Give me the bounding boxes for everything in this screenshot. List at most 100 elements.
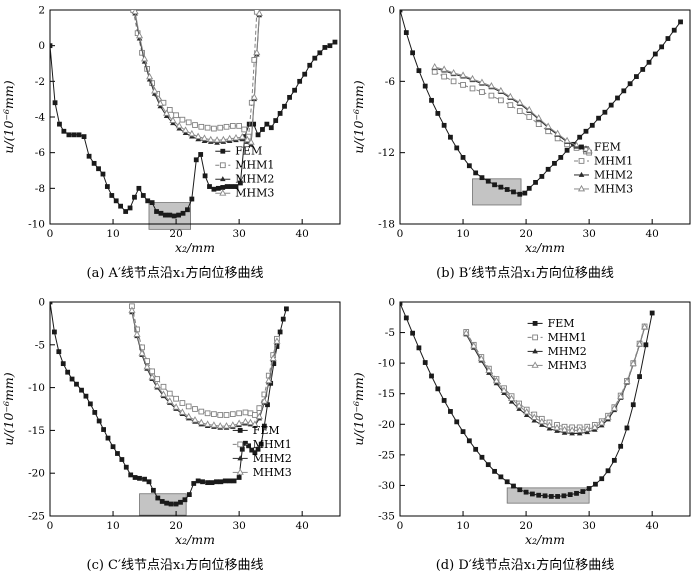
legend-label: MHM2: [548, 345, 587, 358]
legend-label: FEM: [253, 424, 280, 437]
series-MHM3-a: [131, 10, 263, 145]
y-tick-label: -8: [35, 183, 45, 195]
legend-entry-MHM2: MHM2: [232, 452, 292, 465]
x-tick-label: 40: [645, 228, 658, 240]
y-tick-label: -5: [385, 327, 395, 339]
y-tick-label: -10: [28, 219, 45, 231]
x-tick-label: 0: [397, 228, 404, 240]
y-tick-label: -5: [35, 339, 45, 351]
legend-label: FEM: [594, 140, 621, 153]
y-axis-c: 0 -5 -10 -15 -20 -25: [28, 297, 55, 523]
legend-label: MHM2: [253, 452, 292, 465]
legend-entry-MHM1: MHM1: [574, 154, 633, 167]
x-axis-b: 0 10 20 30 40: [397, 219, 659, 240]
legend-entry-MHM3: MHM3: [574, 182, 633, 195]
x-tick-label: 0: [47, 520, 54, 532]
y-tick-label: 0: [38, 40, 45, 52]
legend-entry-MHM3: MHM3: [527, 359, 587, 372]
x-axis-c: 0 10 20 30 40: [47, 511, 309, 532]
legend-label: MHM1: [548, 331, 587, 344]
y-tick-label: -20: [378, 419, 395, 431]
x-tick-label: 10: [106, 228, 119, 240]
plot-frame-b: [399, 9, 691, 225]
caption-d: (d) D′线节点沿x₁方向位移曲线: [435, 558, 615, 573]
x-tick-label: 10: [456, 228, 469, 240]
x-tick-label: 30: [232, 228, 245, 240]
y-tick-label: 0: [388, 5, 395, 17]
series-FEM-d: [400, 302, 655, 499]
x-axis-label-c: x₂/mm: [175, 532, 215, 547]
legend-label: MHM2: [594, 168, 633, 181]
y-axis-label-c: u/(10⁻⁶mm): [1, 372, 16, 445]
legend-label: MHM3: [253, 466, 292, 479]
legend-label: MHM3: [594, 182, 633, 195]
panel-b: 0 10 20 30 40 0 -6 -12 -18 x₂/mm u/(10⁻⁶mm) FEM MHM1…: [350, 4, 700, 296]
x-tick-label: 20: [519, 228, 532, 240]
x-axis-a: 0 10 20 30 40: [47, 219, 309, 240]
y-tick-label: 0: [38, 297, 45, 309]
series-MHM3-d: [462, 323, 649, 433]
legend-entry-FEM: FEM: [232, 424, 280, 437]
legend-entry-MHM1: MHM1: [232, 438, 292, 451]
legend-entry-FEM: FEM: [574, 140, 621, 153]
x-tick-label: 10: [106, 520, 119, 532]
y-tick-label: -18: [378, 219, 395, 231]
legend-label: MHM1: [594, 154, 633, 167]
legend-entry-MHM3: MHM3: [232, 466, 292, 479]
y-tick-label: -30: [378, 480, 395, 492]
x-tick-label: 30: [582, 228, 595, 240]
series-MHM3-c: [128, 306, 281, 429]
legend-entry-MHM2: MHM2: [527, 345, 587, 358]
plot-frame-c: [49, 301, 341, 517]
caption-a: (a) A′线节点沿x₁方向位移曲线: [86, 266, 264, 281]
x-tick-label: 10: [456, 520, 469, 532]
x-tick-label: 40: [295, 228, 308, 240]
x-axis-label-b: x₂/mm: [525, 240, 565, 255]
panel-a: 0 10 20 30 40 2 0 -2 -4 -6 -8 -10 x₂/mm u/(10⁻⁶mm) FEM…: [0, 4, 350, 296]
y-axis-label-a: u/(10⁻⁶mm): [1, 80, 16, 153]
legend-entry-MHM1: MHM1: [215, 159, 274, 172]
panel-c: 0 10 20 30 40 0 -5 -10 -15 -20 -25 x₂/mm u/(10⁻⁶mm) F…: [0, 296, 350, 588]
x-tick-label: 20: [519, 520, 532, 532]
caption-b: (b) B′线节点沿x₁方向位移曲线: [436, 266, 614, 281]
y-axis-b: 0 -6 -12 -18: [378, 5, 405, 231]
y-tick-label: 2: [38, 5, 45, 17]
y-axis-a: 2 0 -2 -4 -6 -8 -10: [28, 5, 55, 231]
x-axis-label-d: x₂/mm: [525, 532, 565, 547]
x-tick-label: 20: [169, 520, 182, 532]
legend-label: MHM1: [235, 159, 274, 172]
plot-frame-a: [49, 9, 341, 225]
y-tick-label: -15: [378, 388, 395, 400]
caption-c: (c) C′线节点沿x₁方向位移曲线: [86, 558, 264, 573]
y-tick-label: -6: [385, 76, 396, 88]
y-tick-label: -25: [378, 449, 395, 461]
legend-label: MHM3: [235, 187, 274, 200]
x-tick-label: 0: [397, 520, 404, 532]
series-MHM1-c: [129, 303, 280, 418]
y-tick-label: -20: [28, 468, 45, 480]
legend-label: FEM: [548, 317, 575, 330]
panel-d: 0 10 20 30 40 0 -5 -10 -15 -20 -25 -30 -35 x₂/mm u/(10…: [350, 296, 700, 588]
series-MHM3-b: [431, 63, 593, 154]
x-tick-label: 20: [169, 228, 182, 240]
y-axis-label-d: u/(10⁻⁶mm): [351, 372, 366, 445]
legend-entry-MHM2: MHM2: [574, 168, 633, 181]
y-tick-label: -4: [35, 112, 46, 124]
legend-label: FEM: [235, 145, 262, 158]
y-tick-label: -10: [28, 382, 45, 394]
y-tick-label: -6: [35, 147, 46, 159]
x-tick-label: 30: [232, 520, 245, 532]
y-tick-label: 0: [388, 297, 395, 309]
x-axis-d: 0 10 20 30 40: [397, 511, 659, 532]
series-FEM-a: [50, 39, 338, 219]
x-tick-label: 40: [295, 520, 308, 532]
x-axis-label-a: x₂/mm: [175, 240, 215, 255]
chart-d: 0 10 20 30 40 0 -5 -10 -15 -20 -25 -30 -35 x₂/mm u/(10…: [351, 297, 691, 547]
legend-entry-MHM3: MHM3: [215, 187, 274, 200]
